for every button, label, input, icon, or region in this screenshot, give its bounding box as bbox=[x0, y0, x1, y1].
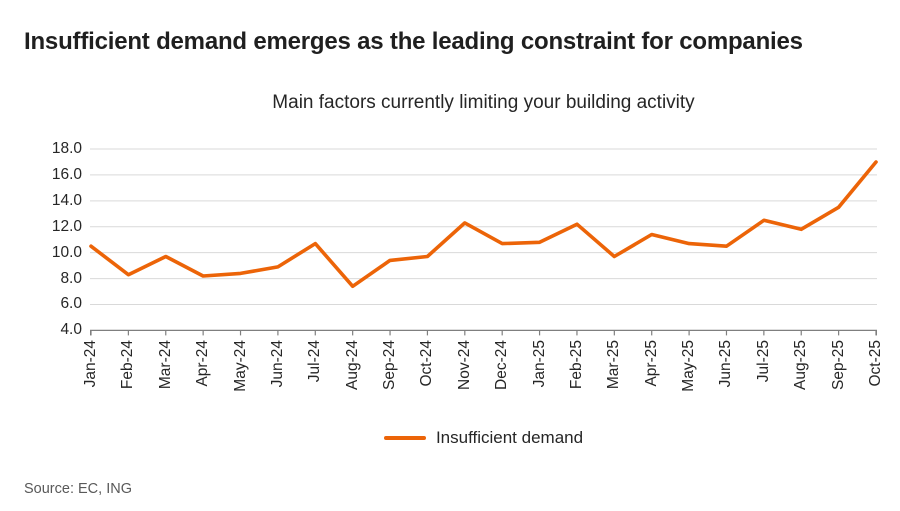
line-chart-svg bbox=[89, 148, 878, 336]
x-axis-label-text: Dec-24 bbox=[493, 340, 511, 390]
x-axis-label: Aug-25 bbox=[792, 339, 810, 409]
y-axis-label: 10.0 bbox=[51, 243, 82, 261]
x-axis-label-text: Mar-25 bbox=[605, 340, 623, 390]
x-axis-label-text: Apr-25 bbox=[642, 340, 660, 387]
x-axis-label-text: May-25 bbox=[680, 340, 698, 392]
x-axis-label: Jan-25 bbox=[530, 339, 548, 409]
x-axis-label: May-24 bbox=[231, 339, 249, 409]
x-axis-label: Aug-24 bbox=[343, 339, 361, 409]
x-axis-label: Oct-24 bbox=[418, 339, 436, 409]
x-axis-label-text: Mar-24 bbox=[156, 340, 174, 390]
x-axis-label-text: Jul-24 bbox=[306, 340, 324, 383]
x-axis-label-text: Apr-24 bbox=[194, 340, 212, 387]
x-axis-label: Feb-24 bbox=[119, 339, 137, 409]
x-axis-label-text: Oct-25 bbox=[867, 340, 884, 387]
x-axis-label: Mar-25 bbox=[605, 339, 623, 409]
x-axis-label-text: Aug-25 bbox=[792, 340, 810, 390]
x-axis-label-text: Jan-24 bbox=[82, 340, 99, 388]
x-axis-label-text: Oct-24 bbox=[418, 340, 436, 387]
x-axis-label-text: Aug-24 bbox=[343, 340, 361, 390]
y-axis-label: 18.0 bbox=[51, 140, 82, 157]
x-axis-label: Jun-25 bbox=[717, 339, 735, 409]
x-axis-label-text: May-24 bbox=[231, 340, 249, 392]
x-axis-label-text: Jun-25 bbox=[717, 340, 735, 388]
x-axis-label: Jul-25 bbox=[754, 339, 772, 409]
x-axis-label: Dec-24 bbox=[493, 339, 511, 409]
x-axis-label-text: Sep-24 bbox=[381, 340, 399, 390]
x-axis-label-text: Jun-24 bbox=[268, 340, 286, 388]
x-axis-label: Oct-25 bbox=[867, 339, 884, 409]
x-axis-label-text: Feb-24 bbox=[119, 340, 137, 390]
y-axis-label: 4.0 bbox=[60, 321, 82, 339]
x-axis-label-text: Nov-24 bbox=[455, 340, 473, 390]
source-note: Source: EC, ING bbox=[24, 481, 132, 497]
legend-label: Insufficient demand bbox=[435, 428, 584, 447]
x-axis-label: Apr-25 bbox=[642, 339, 660, 409]
y-axis-label: 6.0 bbox=[60, 295, 82, 313]
y-axis-label: 14.0 bbox=[51, 191, 82, 209]
page-title: Insufficient demand emerges as the leadi… bbox=[24, 28, 803, 55]
y-axis-label: 12.0 bbox=[51, 217, 82, 235]
chart-legend: Insufficient demand bbox=[90, 428, 877, 448]
chart-title: Main factors currently limiting your bui… bbox=[272, 92, 695, 113]
x-axis-label-text: Feb-25 bbox=[567, 340, 585, 390]
x-axis-label: Jun-24 bbox=[268, 339, 286, 409]
x-axis-label: Sep-25 bbox=[829, 339, 847, 409]
x-axis-label: Jan-24 bbox=[82, 339, 99, 409]
x-axis-label: Nov-24 bbox=[455, 339, 473, 409]
y-axis-label: 8.0 bbox=[60, 269, 82, 287]
x-axis-label: May-25 bbox=[680, 339, 698, 409]
x-axis-label: Mar-24 bbox=[156, 339, 174, 409]
x-axis-label: Apr-24 bbox=[194, 339, 212, 409]
y-axis-label: 16.0 bbox=[51, 165, 82, 183]
x-axis-label-text: Sep-25 bbox=[829, 340, 847, 390]
x-axis-label: Feb-25 bbox=[567, 339, 585, 409]
legend-line-swatch bbox=[383, 436, 426, 440]
x-axis-label: Sep-24 bbox=[381, 339, 399, 409]
x-axis-label-text: Jul-25 bbox=[754, 340, 772, 383]
series-line bbox=[89, 160, 878, 289]
x-axis-label-text: Jan-25 bbox=[530, 340, 548, 388]
x-axis-label: Jul-24 bbox=[306, 339, 324, 409]
